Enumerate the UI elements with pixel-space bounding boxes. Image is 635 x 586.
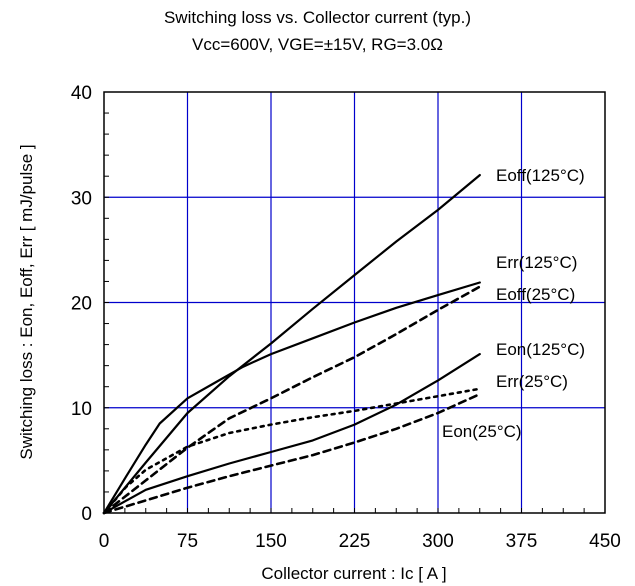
x-tick-labels: 0 75 150 225 300 375 450 [99,531,621,552]
series-line [102,353,481,515]
series-label: Eon(25°C) [442,422,522,441]
y-tick-label: 10 [71,399,92,420]
y-tick-label: 0 [81,504,92,525]
y-tick-labels: 0 10 20 30 40 [71,83,92,525]
x-tick-label: 150 [255,531,287,552]
series-line [102,285,482,515]
x-tick-label: 0 [99,531,110,552]
series-line [102,387,482,515]
series-label: Err(25°C) [496,372,568,391]
series-line [102,392,482,515]
x-tick-label: 225 [339,531,371,552]
plot-frame [103,91,606,514]
series-labels: Eoff(125°C) Err(125°C) Eoff(25°C) Eon(125°C… [442,166,585,441]
y-tick-label: 40 [71,83,92,104]
series-label: Eoff(25°C) [496,285,575,304]
x-axis-label: Collector current : Ic [ A ] [261,564,446,583]
x-tick-label: 75 [177,531,198,552]
series-line [102,174,481,515]
series-line [102,281,481,515]
series-label: Eon(125°C) [496,340,585,359]
y-axis-label: Switching loss : Eon, Eoff, Err [ mJ/pul… [17,144,36,459]
chart-title: Switching loss vs. Collector current (ty… [163,8,472,27]
x-tick-label: 375 [506,531,538,552]
series-label: Eoff(125°C) [496,166,585,185]
x-tick-label: 300 [422,531,454,552]
chart-subtitle: Vcc=600V, VGE=±15V, RG=3.0Ω [192,35,443,54]
series-label: Err(125°C) [496,253,577,272]
y-tick-label: 30 [71,188,92,209]
y-tick-label: 20 [71,294,92,315]
x-tick-label: 450 [589,531,621,552]
series-lines [102,174,482,515]
